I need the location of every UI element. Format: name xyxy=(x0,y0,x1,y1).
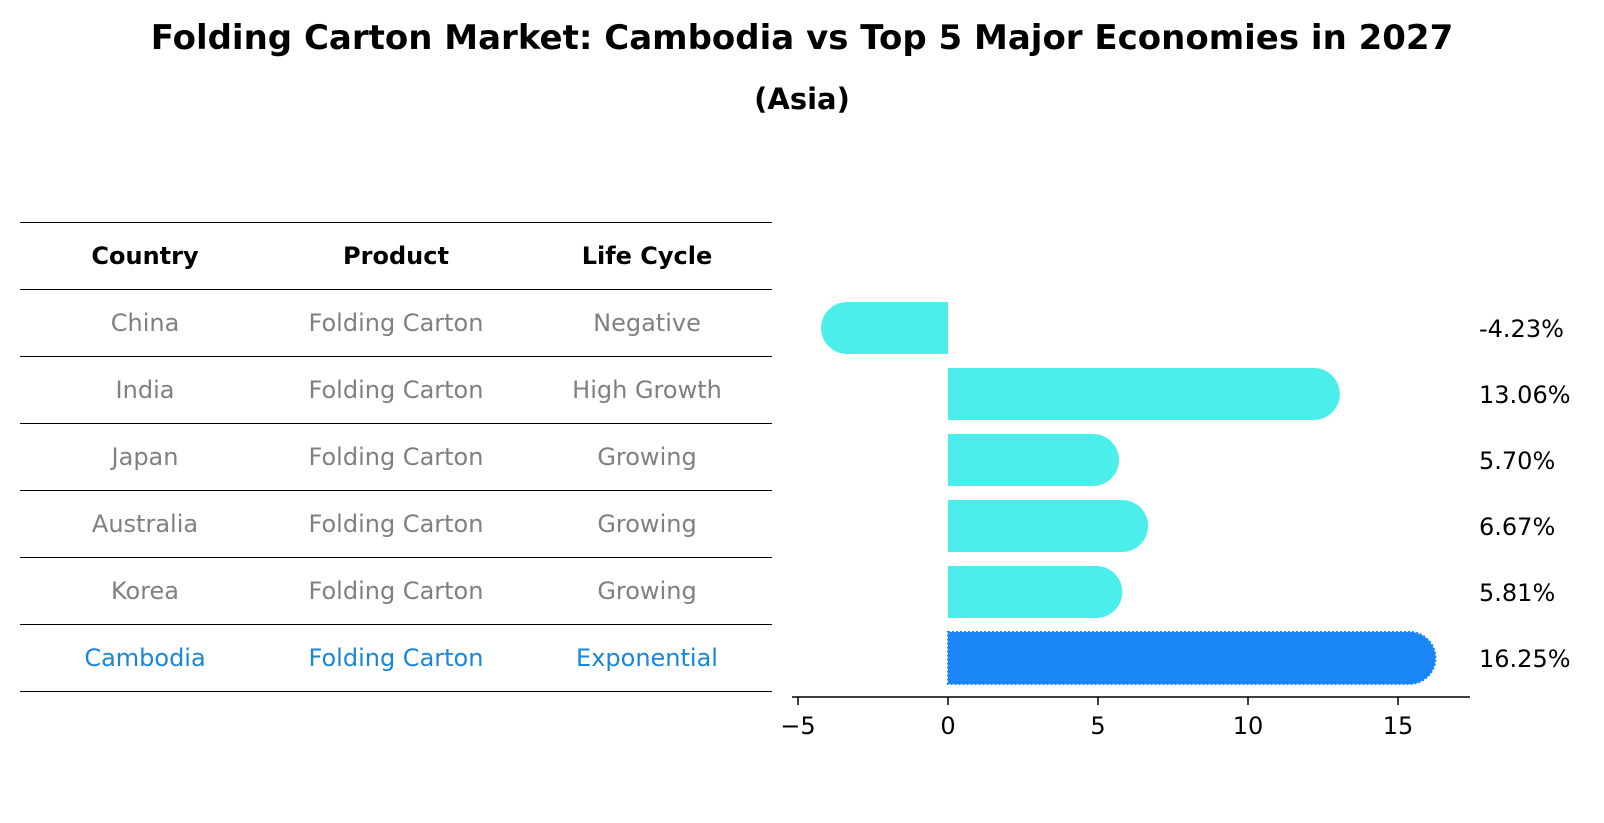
country-cell: Korea xyxy=(110,577,180,605)
header-product: Product xyxy=(343,242,449,270)
country-cell: Cambodia xyxy=(84,644,206,672)
country-cell: Australia xyxy=(91,510,199,538)
value-label-cambodia: 16.25% xyxy=(1479,645,1571,673)
table-row: China Folding Carton Negative xyxy=(20,289,772,356)
life-cycle-cell: Growing xyxy=(597,510,697,538)
chart-title: Folding Carton Market: Cambodia vs Top 5… xyxy=(150,18,1454,58)
value-label-australia: 6.67% xyxy=(1479,513,1555,541)
bar-korea xyxy=(948,566,1123,618)
product-cell: Folding Carton xyxy=(308,443,484,471)
country-table: Country Product Life Cycle China Folding… xyxy=(20,222,772,692)
life-cycle-cell: Negative xyxy=(593,309,701,337)
x-tick-label: 5 xyxy=(1090,712,1105,740)
x-tick-label: 15 xyxy=(1383,712,1414,740)
product-cell: Folding Carton xyxy=(308,644,484,672)
table-header-row: Country Product Life Cycle xyxy=(20,222,772,289)
bar-india xyxy=(948,368,1340,420)
table-row: Australia Folding Carton Growing xyxy=(20,490,772,557)
product-cell: Folding Carton xyxy=(308,510,484,538)
header-life-cycle: Life Cycle xyxy=(581,242,713,270)
product-cell: Folding Carton xyxy=(308,577,484,605)
table-row-highlight: Cambodia Folding Carton Exponential xyxy=(20,624,772,692)
country-cell: Japan xyxy=(111,443,179,471)
value-label-korea: 5.81% xyxy=(1479,579,1555,607)
product-cell: Folding Carton xyxy=(308,376,484,404)
value-label-china: -4.23% xyxy=(1479,315,1564,343)
country-cell: India xyxy=(115,376,175,404)
value-label-india: 13.06% xyxy=(1479,381,1571,409)
x-tick-label: 0 xyxy=(940,712,955,740)
table-row: India Folding Carton High Growth xyxy=(20,356,772,423)
bar-china xyxy=(821,302,948,354)
value-label-japan: 5.70% xyxy=(1479,447,1555,475)
product-cell: Folding Carton xyxy=(308,309,484,337)
chart-subtitle: (Asia) xyxy=(754,82,850,116)
life-cycle-cell: Exponential xyxy=(576,644,718,672)
bar-australia xyxy=(948,500,1149,552)
life-cycle-cell: High Growth xyxy=(572,376,722,404)
table-row: Japan Folding Carton Growing xyxy=(20,423,772,490)
life-cycle-cell: Growing xyxy=(597,577,697,605)
country-cell: China xyxy=(110,309,180,337)
bar-japan xyxy=(948,434,1119,486)
table-row: Korea Folding Carton Growing xyxy=(20,557,772,624)
x-tick-label: −5 xyxy=(780,712,815,740)
header-country: Country xyxy=(91,242,199,270)
bar-cambodia xyxy=(947,631,1437,685)
life-cycle-cell: Growing xyxy=(597,443,697,471)
x-tick-label: 10 xyxy=(1233,712,1264,740)
